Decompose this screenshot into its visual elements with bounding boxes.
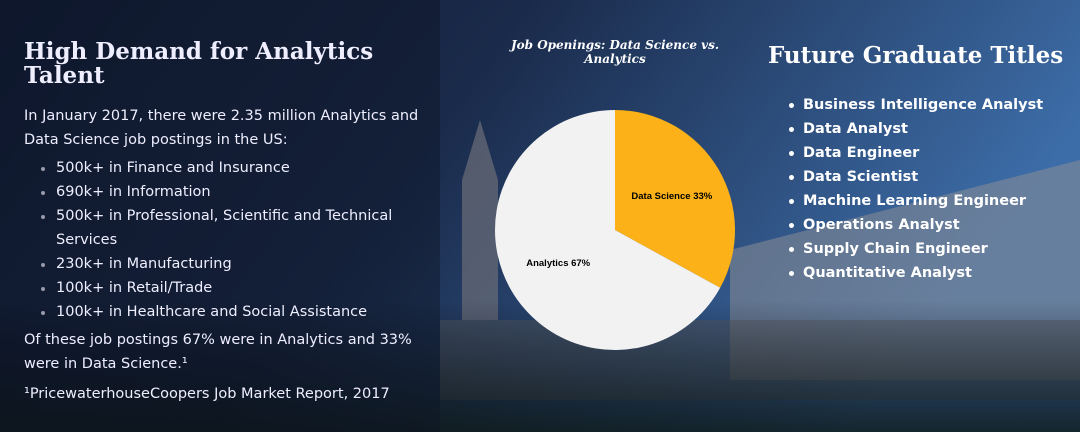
chart-title: Job Openings: Data Science vs. Analytics: [510, 38, 720, 66]
list-item: Operations Analyst: [789, 213, 1068, 237]
list-item: 100k+ in Healthcare and Social Assistanc…: [41, 300, 444, 324]
left-column: High Demand for Analytics Talent In Janu…: [24, 40, 444, 406]
list-item: Business Intelligence Analyst: [789, 93, 1068, 117]
list-item: Data Engineer: [789, 141, 1068, 165]
list-item: 500k+ in Finance and Insurance: [41, 156, 444, 180]
bullet-list: 500k+ in Finance and Insurance 690k+ in I…: [24, 156, 444, 324]
data-label: Analytics 67%: [526, 258, 590, 269]
pie-slice: [495, 110, 721, 350]
heading: Future Graduate Titles: [768, 42, 1064, 69]
pie-slice: [615, 110, 735, 288]
list-item: Supply Chain Engineer: [789, 237, 1068, 261]
footnote: ¹PricewaterhouseCoopers Job Market Repor…: [24, 386, 390, 402]
bullet-list: Business Intelligence Analyst Data Analys…: [768, 93, 1068, 285]
list-item: Data Scientist: [789, 165, 1068, 189]
list-item: 100k+ in Retail/Trade: [41, 276, 444, 300]
list-item: 230k+ in Manufacturing: [41, 252, 444, 276]
summary: Of these job postings 67% were in Analyt…: [24, 332, 412, 372]
list-item: 690k+ in Information: [41, 180, 444, 204]
data-label: Data Science 33%: [631, 191, 712, 202]
list-item: Data Analyst: [789, 117, 1068, 141]
list-item: 500k+ in Professional, Scientific and Te…: [41, 204, 444, 252]
list-item: Quantitative Analyst: [789, 261, 1068, 285]
chart: Data Science 33% Analytics 67%: [495, 110, 735, 350]
list-item: Machine Learning Engineer: [789, 189, 1068, 213]
intro: In January 2017, there were 2.35 million…: [24, 108, 419, 148]
heading: High Demand for Analytics Talent: [24, 38, 374, 89]
right-column: Future Graduate Titles Business Intellig…: [768, 42, 1068, 285]
